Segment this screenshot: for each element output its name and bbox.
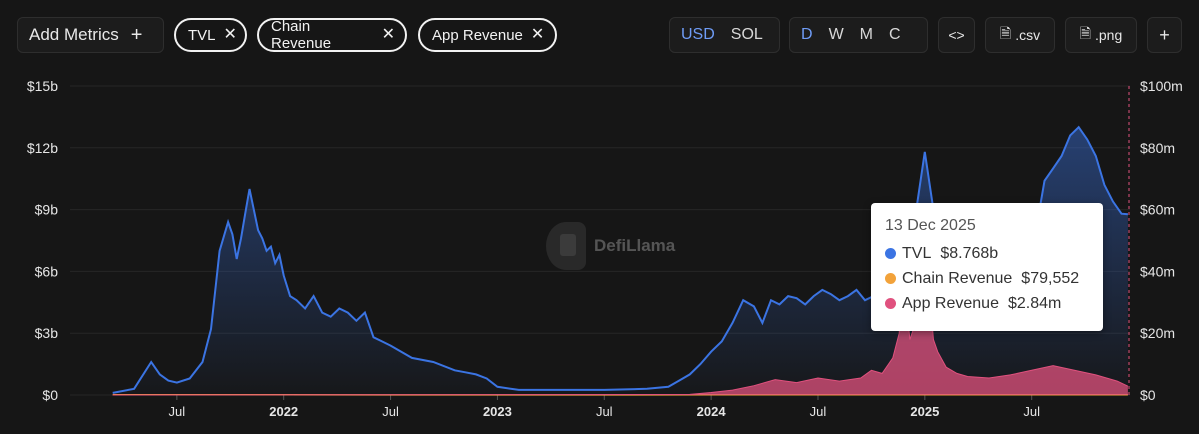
metric-pill-label: TVL: [188, 27, 216, 44]
chart-toolbar: Add Metrics + TVL ✕ Chain Revenue ✕ App …: [0, 0, 1199, 72]
add-metrics-button[interactable]: Add Metrics +: [17, 17, 164, 53]
tooltip-label: App Revenue: [902, 295, 999, 313]
tooltip-row-app-revenue: App Revenue $2.84m: [885, 291, 1089, 316]
y-right-tick-label: $40m: [1140, 263, 1175, 279]
download-png-button[interactable]: 🗎 .png: [1065, 17, 1137, 53]
currency-toggle: USD SOL: [669, 17, 780, 53]
y-right-tick-label: $20m: [1140, 325, 1175, 341]
code-icon: <>: [948, 27, 964, 43]
metric-pill-label: Chain Revenue: [271, 18, 374, 52]
y-right-tick-label: $80m: [1140, 140, 1175, 156]
series-dot-icon: [885, 298, 896, 309]
tooltip-value: $8.768b: [940, 245, 998, 263]
x-tick-label: Jul: [382, 404, 399, 419]
csv-label: .csv: [1015, 27, 1040, 43]
tooltip-row-chain-revenue: Chain Revenue $79,552: [885, 266, 1089, 291]
plus-icon: +: [131, 25, 143, 45]
close-icon[interactable]: ✕: [382, 27, 395, 43]
tooltip-value: $79,552: [1021, 270, 1079, 288]
x-tick-label: 2025: [910, 404, 939, 419]
add-metrics-label: Add Metrics: [29, 25, 119, 45]
tooltip-label: Chain Revenue: [902, 270, 1012, 288]
y-left-tick-label: $9b: [35, 202, 59, 218]
x-tick-label: 2022: [269, 404, 298, 419]
y-left-tick-label: $15b: [27, 78, 58, 94]
granularity-option-m[interactable]: M: [852, 26, 881, 44]
y-right-tick-label: $60m: [1140, 202, 1175, 218]
tooltip-date: 13 Dec 2025: [885, 217, 1089, 235]
plus-icon: +: [1159, 25, 1170, 46]
png-label: .png: [1095, 27, 1122, 43]
watermark: DefiLlama: [546, 222, 675, 270]
granularity-option-w[interactable]: W: [821, 26, 852, 44]
download-csv-button[interactable]: 🗎 .csv: [985, 17, 1055, 53]
granularity-option-c[interactable]: C: [881, 26, 909, 44]
x-tick-label: 2023: [483, 404, 512, 419]
watermark-text: DefiLlama: [594, 236, 675, 256]
y-left-tick-label: $12b: [27, 140, 58, 156]
metric-pill-label: App Revenue: [432, 27, 523, 44]
series-dot-icon: [885, 273, 896, 284]
x-tick-label: Jul: [169, 404, 186, 419]
x-tick-label: Jul: [1023, 404, 1040, 419]
y-left-tick-label: $0: [42, 387, 58, 403]
y-left-tick-label: $6b: [35, 263, 59, 279]
metric-pill-app-revenue[interactable]: App Revenue ✕: [418, 18, 557, 52]
granularity-option-d[interactable]: D: [793, 26, 821, 44]
tooltip-label: TVL: [902, 245, 931, 263]
x-tick-label: Jul: [810, 404, 827, 419]
tooltip-value: $2.84m: [1008, 295, 1061, 313]
y-left-tick-label: $3b: [35, 325, 59, 341]
metric-pill-chain-revenue[interactable]: Chain Revenue ✕: [257, 18, 407, 52]
add-chart-button[interactable]: +: [1147, 17, 1182, 53]
metric-pill-tvl[interactable]: TVL ✕: [174, 18, 247, 52]
close-icon[interactable]: ✕: [531, 27, 544, 43]
granularity-toggle: D W M C: [789, 17, 928, 53]
tooltip-row-tvl: TVL $8.768b: [885, 241, 1089, 266]
embed-button[interactable]: <>: [938, 17, 975, 53]
file-icon: 🗎: [1000, 23, 1011, 47]
series-dot-icon: [885, 248, 896, 259]
y-right-tick-label: $100m: [1140, 78, 1183, 94]
x-tick-label: Jul: [596, 404, 613, 419]
close-icon[interactable]: ✕: [224, 27, 237, 43]
x-tick-label: 2024: [697, 404, 727, 419]
y-right-tick-label: $0: [1140, 387, 1156, 403]
currency-option-sol[interactable]: SOL: [723, 26, 771, 44]
currency-option-usd[interactable]: USD: [673, 26, 723, 44]
defillama-logo-icon: [546, 222, 586, 270]
chart-tooltip: 13 Dec 2025 TVL $8.768b Chain Revenue $7…: [871, 203, 1103, 331]
file-icon: 🗎: [1080, 23, 1091, 47]
